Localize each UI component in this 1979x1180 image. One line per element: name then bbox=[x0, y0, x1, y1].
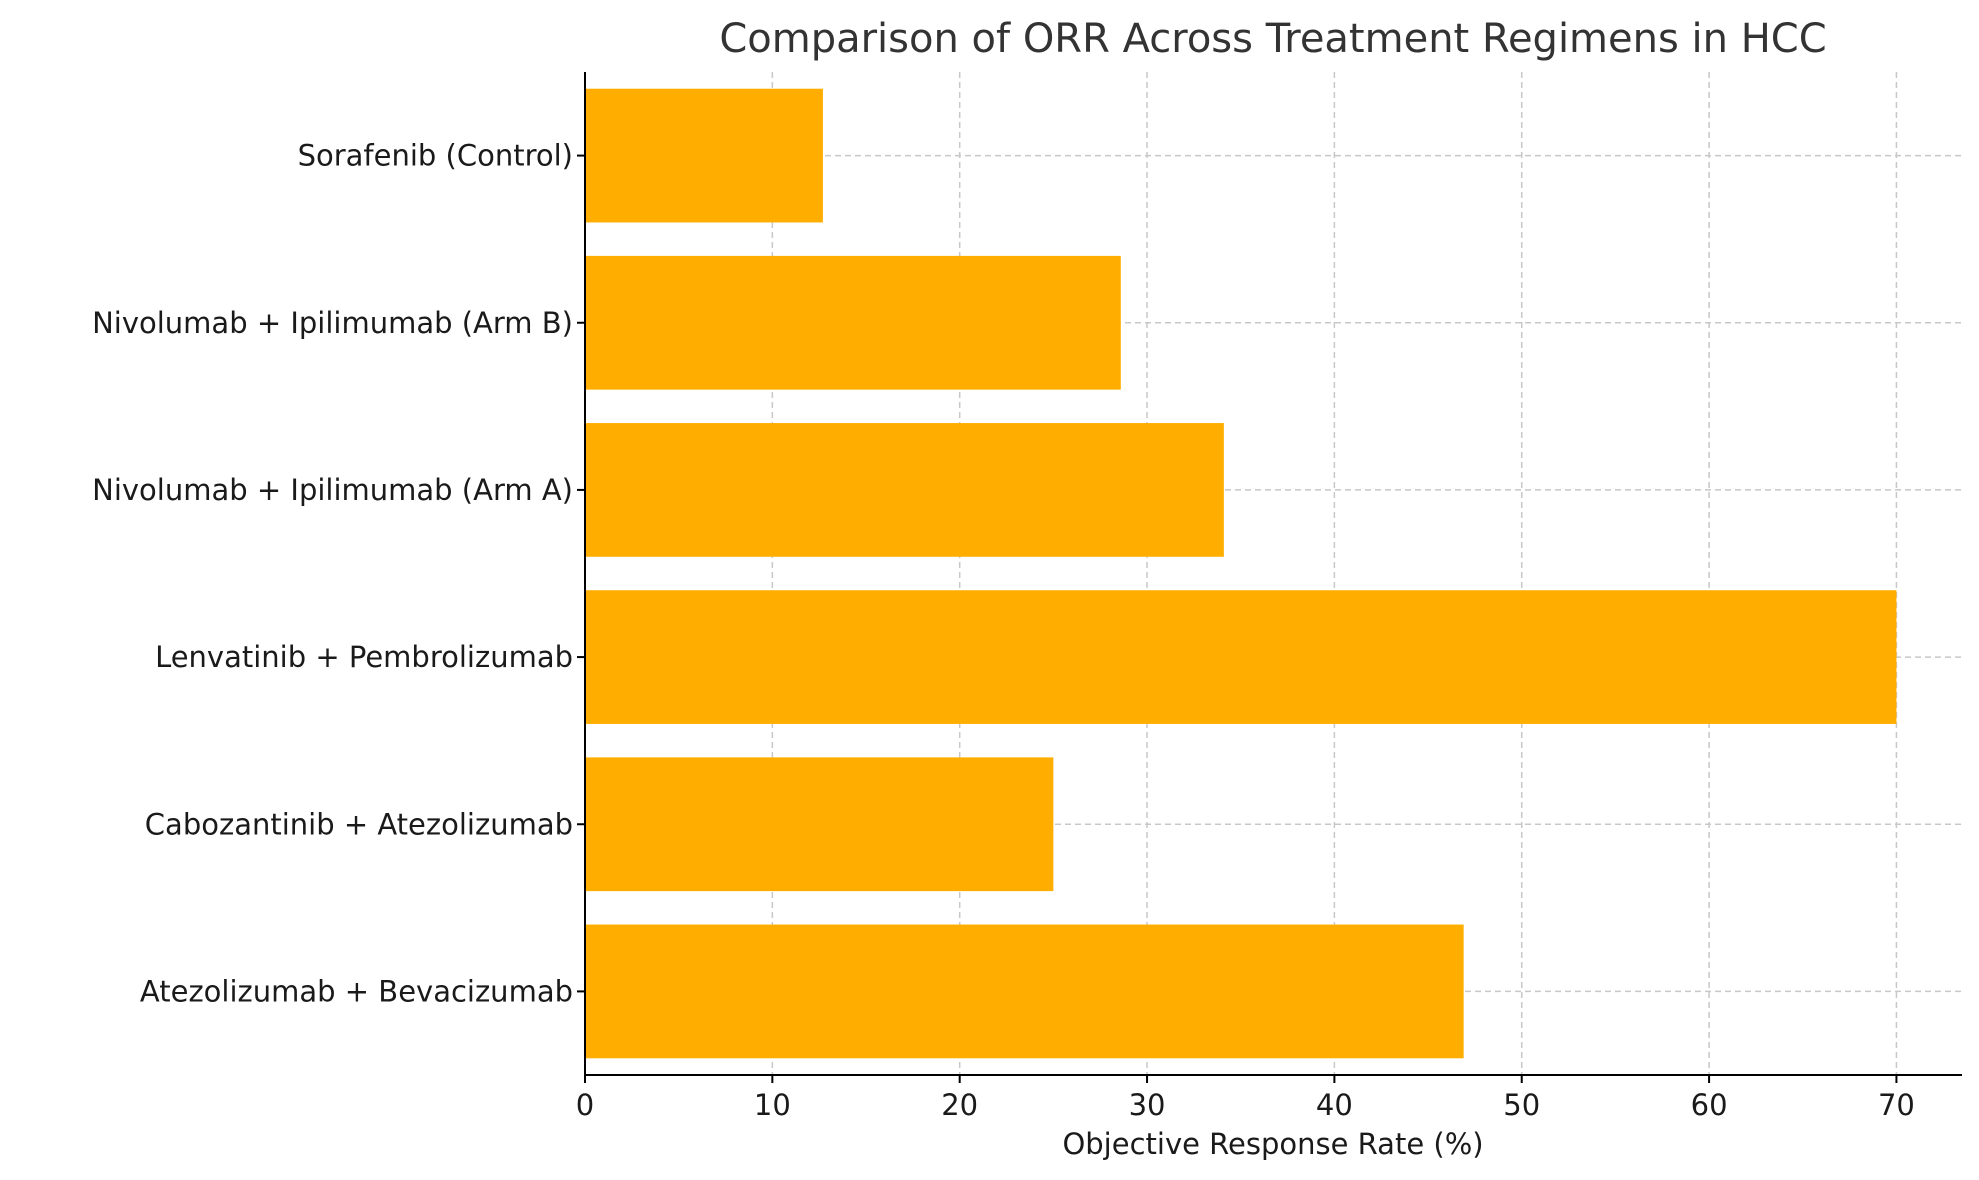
category-label: Cabozantinib + Atezolizumab bbox=[145, 807, 573, 841]
x-tick-labels: 0 10 20 30 40 50 60 70 bbox=[576, 1088, 1915, 1122]
bar bbox=[585, 757, 1054, 892]
bar bbox=[585, 590, 1897, 724]
chart-title: Comparison of ORR Across Treatment Regim… bbox=[719, 16, 1826, 62]
category-label: Lenvatinib + Pembrolizumab bbox=[155, 640, 573, 674]
x-tick-label: 50 bbox=[1503, 1088, 1540, 1122]
x-axis-label: Objective Response Rate (%) bbox=[1062, 1127, 1483, 1161]
x-tick-label: 40 bbox=[1316, 1088, 1353, 1122]
bar bbox=[585, 423, 1224, 557]
bar bbox=[585, 924, 1464, 1059]
axes bbox=[577, 72, 1962, 1083]
category-label: Nivolumab + Ipilimumab (Arm B) bbox=[92, 306, 573, 340]
x-tick-label: 30 bbox=[1129, 1088, 1166, 1122]
x-tick-label: 20 bbox=[941, 1088, 978, 1122]
x-tick-label: 70 bbox=[1878, 1088, 1915, 1122]
bars bbox=[585, 88, 1897, 1059]
category-label: Nivolumab + Ipilimumab (Arm A) bbox=[92, 473, 573, 507]
bar bbox=[585, 88, 823, 223]
bar bbox=[585, 255, 1121, 390]
x-tick-label: 10 bbox=[754, 1088, 791, 1122]
category-labels: Atezolizumab + Bevacizumab Cabozantinib +… bbox=[92, 139, 573, 1009]
category-label: Atezolizumab + Bevacizumab bbox=[140, 974, 573, 1008]
x-tick-label: 0 bbox=[576, 1088, 594, 1122]
category-label: Sorafenib (Control) bbox=[298, 139, 573, 173]
grid-lines bbox=[585, 72, 1962, 1075]
x-tick-label: 60 bbox=[1691, 1088, 1728, 1122]
